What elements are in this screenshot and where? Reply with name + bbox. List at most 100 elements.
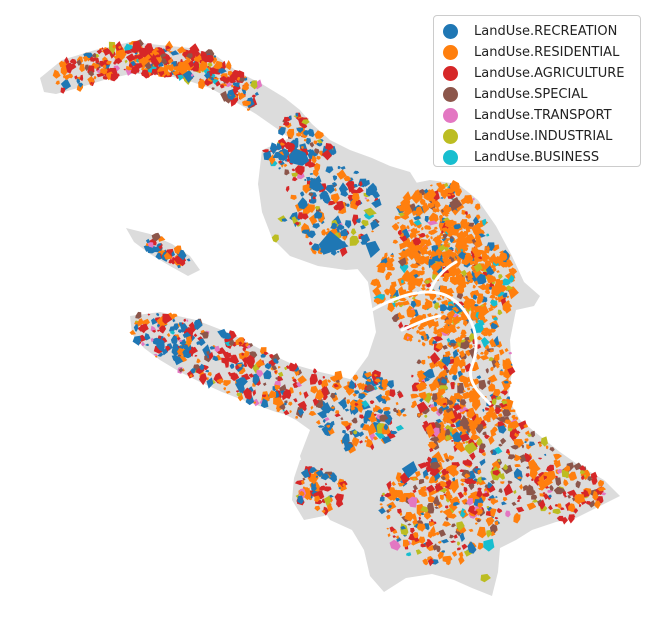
land-use-patch bbox=[504, 419, 512, 425]
land-use-patch bbox=[165, 45, 172, 50]
land-use-patch bbox=[269, 354, 274, 358]
land-use-patch bbox=[261, 394, 267, 398]
land-use-patch bbox=[312, 250, 317, 255]
land-use-patch bbox=[156, 315, 168, 328]
land-use-patch bbox=[304, 179, 307, 181]
land-use-patch bbox=[443, 318, 453, 326]
land-use-patch bbox=[448, 309, 455, 317]
land-use-patch bbox=[416, 359, 422, 365]
land-use-patch bbox=[330, 224, 337, 230]
land-use-patch bbox=[472, 399, 481, 411]
legend-marker-residential bbox=[443, 45, 458, 60]
land-use-patch bbox=[429, 466, 441, 477]
land-use-patch bbox=[237, 392, 244, 402]
land-use-patch bbox=[508, 351, 512, 355]
land-use-patch bbox=[292, 177, 298, 182]
land-use-patch bbox=[429, 436, 440, 442]
land-use-patch bbox=[490, 449, 493, 455]
land-use-patch bbox=[408, 219, 415, 227]
land-use-patch bbox=[375, 279, 382, 289]
land-use-patch bbox=[314, 495, 321, 503]
land-use-patch bbox=[586, 501, 591, 505]
land-use-patch bbox=[297, 495, 304, 505]
land-use-patch bbox=[490, 322, 499, 329]
land-use-patch bbox=[397, 257, 407, 267]
land-use-patch bbox=[306, 230, 316, 239]
land-use-patch bbox=[413, 215, 422, 221]
land-use-patch bbox=[473, 263, 483, 273]
land-use-patch bbox=[112, 44, 116, 49]
land-use-patch bbox=[554, 504, 558, 507]
land-use-patch bbox=[435, 342, 444, 350]
land-use-patch bbox=[432, 198, 436, 202]
land-use-patch bbox=[244, 76, 247, 79]
land-use-patch bbox=[297, 212, 304, 220]
land-use-patch bbox=[437, 327, 445, 335]
land-use-patch bbox=[428, 546, 431, 551]
land-use-patch bbox=[540, 436, 548, 447]
legend-item-residential: LandUse.RESIDENTIAL bbox=[443, 42, 632, 63]
land-use-patch bbox=[597, 479, 604, 487]
land-use-patch bbox=[170, 330, 175, 335]
land-use-patch bbox=[422, 422, 431, 432]
land-use-patch bbox=[274, 371, 277, 373]
land-use-patch bbox=[250, 80, 258, 90]
land-use-patch bbox=[555, 477, 562, 487]
land-use-patch bbox=[309, 467, 318, 474]
land-use-patch bbox=[519, 483, 523, 490]
land-use-patch bbox=[288, 401, 293, 406]
land-use-patch bbox=[323, 191, 329, 196]
land-use-patch bbox=[567, 494, 571, 499]
land-use-patch bbox=[106, 60, 112, 65]
land-use-patch bbox=[337, 400, 346, 407]
land-use-patch bbox=[102, 64, 107, 69]
land-use-patch bbox=[412, 532, 419, 539]
land-use-patch bbox=[55, 80, 60, 85]
land-use-patch bbox=[320, 467, 324, 471]
land-use-patch bbox=[507, 454, 516, 460]
land-use-patch bbox=[327, 379, 332, 383]
land-use-patch bbox=[523, 424, 529, 428]
land-use-patch bbox=[499, 370, 506, 376]
land-use-patch bbox=[125, 53, 136, 62]
land-use-patch bbox=[491, 355, 500, 369]
land-use-patch bbox=[427, 220, 439, 226]
land-use-patch bbox=[420, 506, 429, 513]
land-use-patch bbox=[450, 540, 457, 543]
land-use-patch bbox=[437, 540, 442, 544]
land-use-patch bbox=[423, 523, 430, 531]
land-use-patch bbox=[350, 228, 357, 236]
land-use-patch bbox=[472, 197, 475, 201]
land-use-patch bbox=[411, 513, 417, 520]
land-use-patch bbox=[190, 73, 194, 77]
legend-item-recreation: LandUse.RECREATION bbox=[443, 21, 632, 42]
land-use-patch bbox=[277, 375, 284, 382]
land-use-patch bbox=[458, 426, 461, 431]
land-use-patch bbox=[466, 498, 474, 506]
land-use-patch bbox=[485, 518, 494, 527]
land-use-patch bbox=[514, 454, 522, 462]
land-use-patch bbox=[260, 398, 269, 408]
land-use-patch bbox=[506, 366, 516, 376]
land-use-patch bbox=[309, 199, 317, 204]
land-use-patch bbox=[474, 522, 478, 525]
land-use-patch bbox=[246, 344, 251, 349]
land-use-patch bbox=[460, 269, 468, 277]
land-use-patch bbox=[591, 476, 598, 485]
land-use-patch bbox=[432, 340, 437, 345]
land-use-patch bbox=[389, 257, 395, 264]
land-use-patch bbox=[431, 427, 440, 438]
land-use-patch bbox=[489, 338, 497, 348]
land-use-patch bbox=[288, 148, 310, 166]
land-use-patch bbox=[548, 512, 551, 515]
land-use-patch bbox=[497, 309, 503, 316]
land-use-patch bbox=[490, 479, 495, 485]
land-use-patch bbox=[505, 285, 514, 291]
land-use-patch bbox=[469, 434, 480, 441]
land-use-patch bbox=[525, 473, 530, 478]
land-use-patch bbox=[283, 409, 290, 416]
land-use-patch bbox=[455, 240, 463, 252]
land-use-patch bbox=[439, 214, 444, 220]
land-use-patch bbox=[293, 398, 298, 403]
land-use-patch bbox=[420, 286, 426, 291]
